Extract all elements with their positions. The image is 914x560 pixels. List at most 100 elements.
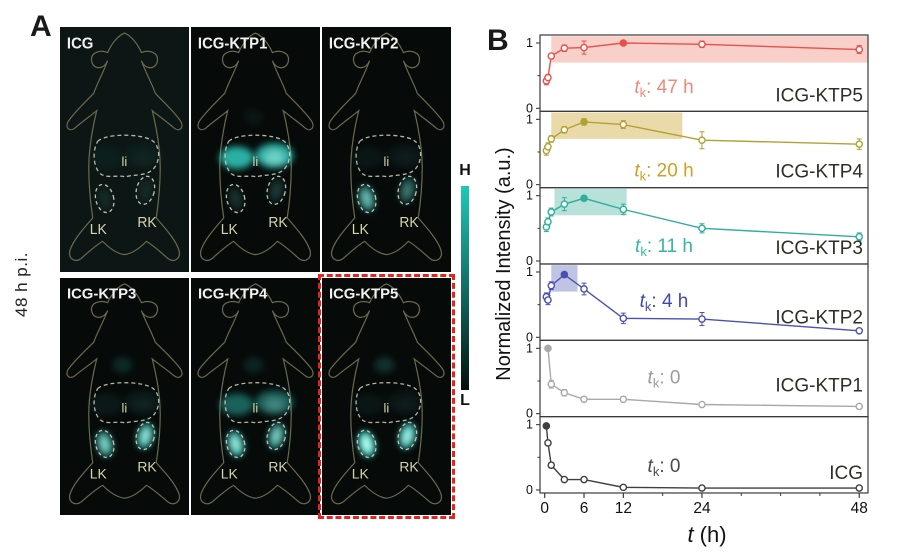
left-kidney-label: LK <box>221 465 239 481</box>
mouse-grid: li LK RK ICG li LK <box>60 27 455 519</box>
data-point <box>619 483 628 492</box>
right-kidney-outline <box>135 175 156 206</box>
timepoint-row-label: 48 h p.i. <box>12 252 31 318</box>
data-point <box>547 281 556 290</box>
right-kidney-label: RK <box>399 459 419 475</box>
panel-background <box>322 27 451 272</box>
left-kidney-outline <box>225 429 246 459</box>
left-kidney-outline <box>356 429 377 459</box>
fluorescence-signal <box>219 357 294 457</box>
data-point <box>580 395 588 404</box>
right-kidney-outline <box>135 421 156 451</box>
tk-annotation: tk: 0 <box>648 456 681 479</box>
data-point <box>560 388 569 397</box>
data-point <box>580 43 588 52</box>
mouse-panel-icg-ktp1: li LK RK ICG-KTP1 <box>191 27 320 272</box>
data-point <box>542 422 551 430</box>
series-name-label: ICG-KTP5 <box>775 85 863 106</box>
colorbar-high-label: H <box>459 162 471 179</box>
retention-band <box>551 112 683 139</box>
data-point <box>560 475 569 484</box>
mouse-panel-icg-ktp4: li LK RK ICG-KTP4 <box>191 278 320 515</box>
liver-label: li <box>122 400 128 415</box>
mouse-outline <box>197 283 314 505</box>
data-point <box>855 140 864 148</box>
mouse-panel-title: ICG <box>67 35 93 52</box>
subplot-icg-ktp1: 0 1 tk: 0 ICG-KTP1 <box>526 339 869 421</box>
retention-band <box>551 36 868 63</box>
liver-region-outline <box>93 382 160 424</box>
liver-label: li <box>122 154 128 169</box>
subplot-icg-ktp5: 0 1 tk: 47 h ICG-KTP5 <box>526 34 869 115</box>
data-point <box>547 461 556 469</box>
panel-background <box>191 27 320 272</box>
liver-label: li <box>253 400 259 415</box>
mouse-figure: li LK RK ICG-KTP5 <box>322 278 451 515</box>
data-point <box>580 285 588 293</box>
x-axis-title: t (h) <box>687 522 726 547</box>
subplot-icg-ktp3: 0 1 tk: 11 h ICG-KTP3 <box>526 187 869 268</box>
data-point <box>547 380 556 389</box>
data-point <box>547 52 556 60</box>
left-kidney-label: LK <box>352 465 370 481</box>
data-point <box>619 395 628 404</box>
right-kidney-outline <box>397 175 418 206</box>
data-point <box>560 200 569 208</box>
mouse-panel-icg-ktp3: li LK RK ICG-KTP3 <box>60 278 189 515</box>
data-point <box>619 314 628 323</box>
data-point <box>544 217 552 226</box>
data-point <box>580 475 588 484</box>
colorbar-low-label: L <box>460 392 470 409</box>
intensity-colorbar <box>461 186 469 390</box>
left-kidney-outline <box>94 429 115 459</box>
panel-background <box>322 278 451 515</box>
liver-label: li <box>384 400 390 415</box>
tk-annotation: tk: 4 h <box>640 291 689 314</box>
subplot-icg-ktp2: 0 1 tk: 4 h ICG-KTP2 <box>526 263 869 344</box>
y-tick-label: 1 <box>526 341 533 355</box>
x-tick-label: 24 <box>693 500 711 517</box>
subplot-frame <box>539 263 869 341</box>
fluorescence-signal <box>88 143 163 212</box>
data-point <box>580 118 588 126</box>
data-point <box>560 125 569 134</box>
mouse-figure: li LK RK ICG-KTP4 <box>191 278 320 515</box>
left-kidney-label: LK <box>90 465 108 481</box>
panel-background <box>60 27 189 272</box>
mouse-outline <box>328 283 445 505</box>
liver-label: li <box>253 154 259 169</box>
mouse-panel-title: ICG-KTP1 <box>198 35 267 52</box>
subplot-frame <box>539 416 869 494</box>
data-point <box>560 44 569 53</box>
data-point <box>544 296 552 304</box>
mouse-figure: li LK RK ICG <box>60 27 189 272</box>
series-name-label: ICG-KTP1 <box>775 376 863 397</box>
panel-b-label: B <box>487 24 509 57</box>
right-kidney-label: RK <box>268 214 288 230</box>
data-point <box>560 270 569 279</box>
mouse-panel-icg-ktp5: li LK RK ICG-KTP5 <box>322 278 451 515</box>
y-axis-title: Normalized Intensity (a.u.) <box>493 147 515 380</box>
data-point <box>855 45 864 54</box>
right-kidney-outline <box>266 421 287 451</box>
y-tick-label: 0 <box>526 101 533 115</box>
y-tick-label: 1 <box>526 418 533 432</box>
data-point <box>619 205 628 214</box>
data-point <box>698 400 706 409</box>
tk-annotation: tk: 11 h <box>635 236 693 259</box>
x-tick-label: 6 <box>580 500 589 517</box>
mouse-outline <box>197 32 314 261</box>
y-tick-label: 0 <box>526 407 533 421</box>
series-name-label: ICG <box>829 463 863 484</box>
mouse-panel-title: ICG-KTP4 <box>198 287 268 303</box>
y-tick-label: 0 <box>526 178 533 192</box>
data-point <box>544 73 552 82</box>
subplot-icg-ktp4: 0 1 tk: 20 h ICG-KTP4 <box>526 110 869 192</box>
data-point <box>855 484 864 492</box>
right-kidney-outline <box>266 175 287 206</box>
y-tick-label: 0 <box>526 330 533 344</box>
data-point <box>855 233 864 241</box>
right-kidney-label: RK <box>268 459 288 475</box>
mouse-figure: li LK RK ICG-KTP1 <box>191 27 320 272</box>
left-kidney-label: LK <box>352 221 370 237</box>
